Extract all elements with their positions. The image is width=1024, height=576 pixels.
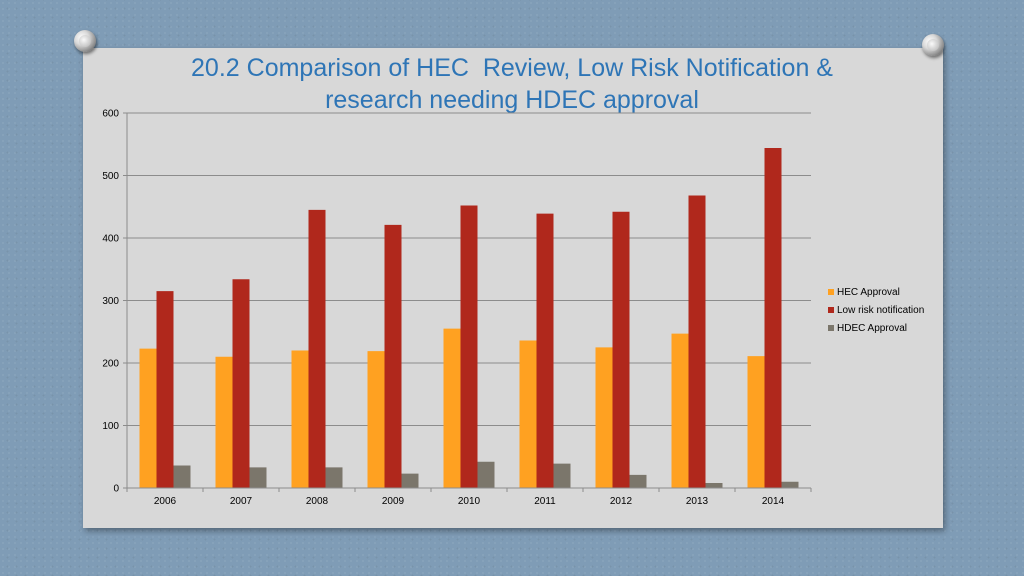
pushpin-icon xyxy=(922,34,944,56)
legend-label: HDEC Approval xyxy=(837,322,908,334)
bar-hec-approval-2010 xyxy=(443,328,461,488)
x-tick-label: 2006 xyxy=(154,496,177,507)
bar-hdec-approval-2013 xyxy=(705,483,723,488)
bar-low-risk-notification-2012 xyxy=(612,211,630,488)
bar-low-risk-notification-2006 xyxy=(156,291,174,488)
x-tick-label: 2011 xyxy=(534,496,556,507)
y-tick-label: 400 xyxy=(102,234,119,245)
bar-hec-approval-2013 xyxy=(671,333,689,488)
bar-low-risk-notification-2014 xyxy=(764,148,782,488)
bar-hdec-approval-2011 xyxy=(553,463,571,488)
bar-low-risk-notification-2011 xyxy=(536,213,554,488)
bar-hec-approval-2006 xyxy=(139,348,157,488)
y-tick-label: 500 xyxy=(102,171,119,182)
legend-item: Low risk notification xyxy=(828,301,924,319)
title-line-1: 20.2 Comparison of HEC Review, Low Risk … xyxy=(191,54,833,82)
bar-low-risk-notification-2008 xyxy=(308,209,326,488)
x-tick-label: 2014 xyxy=(762,496,785,507)
legend-swatch xyxy=(828,325,834,331)
bar-hec-approval-2008 xyxy=(291,350,309,488)
legend-item: HDEC Approval xyxy=(828,319,924,337)
pushpin-icon xyxy=(74,30,96,52)
legend-label: HEC Approval xyxy=(837,286,900,298)
bar-hec-approval-2007 xyxy=(215,356,233,488)
bar-low-risk-notification-2009 xyxy=(384,224,402,488)
bar-hdec-approval-2010 xyxy=(477,461,495,488)
chart-title: 20.2 Comparison of HEC Review, Low Risk … xyxy=(0,52,1024,116)
x-tick-label: 2010 xyxy=(458,496,481,507)
bar-low-risk-notification-2013 xyxy=(688,195,706,488)
bar-hdec-approval-2006 xyxy=(173,465,191,488)
x-tick-label: 2012 xyxy=(610,496,633,507)
y-tick-label: 100 xyxy=(102,421,119,432)
bar-hec-approval-2014 xyxy=(747,356,765,488)
x-axis: 2006 2007 2008 2009 2010 2011 2012 2013 2014 xyxy=(126,487,812,507)
x-tick-label: 2009 xyxy=(382,496,405,507)
bar-hec-approval-2012 xyxy=(595,347,613,488)
x-tick-label: 2007 xyxy=(230,496,253,507)
y-tick-label: 300 xyxy=(102,296,119,307)
legend: HEC Approval Low risk notification HDEC Ap… xyxy=(828,283,924,337)
y-tick-label: 600 xyxy=(102,109,119,120)
bars xyxy=(139,148,799,488)
bar-low-risk-notification-2007 xyxy=(232,279,250,488)
bar-hdec-approval-2012 xyxy=(629,474,647,488)
bar-hdec-approval-2007 xyxy=(249,467,267,488)
bar-hec-approval-2009 xyxy=(367,351,385,488)
y-tick-label: 200 xyxy=(102,359,119,370)
x-tick-label: 2008 xyxy=(306,496,329,507)
legend-item: HEC Approval xyxy=(828,283,924,301)
x-tick-label: 2013 xyxy=(686,496,709,507)
legend-label: Low risk notification xyxy=(837,304,925,316)
bar-hdec-approval-2008 xyxy=(325,467,343,488)
y-axis: 0 100 200 300 400 500 600 xyxy=(102,109,128,495)
bar-hdec-approval-2009 xyxy=(401,473,419,488)
title-line-2: research needing HDEC approval xyxy=(325,86,699,114)
bar-hec-approval-2011 xyxy=(519,340,537,488)
bar-low-risk-notification-2010 xyxy=(460,205,478,488)
legend-swatch xyxy=(828,307,834,313)
y-tick-label: 0 xyxy=(113,484,119,495)
bar-hdec-approval-2014 xyxy=(781,481,799,488)
legend-swatch xyxy=(828,289,834,295)
